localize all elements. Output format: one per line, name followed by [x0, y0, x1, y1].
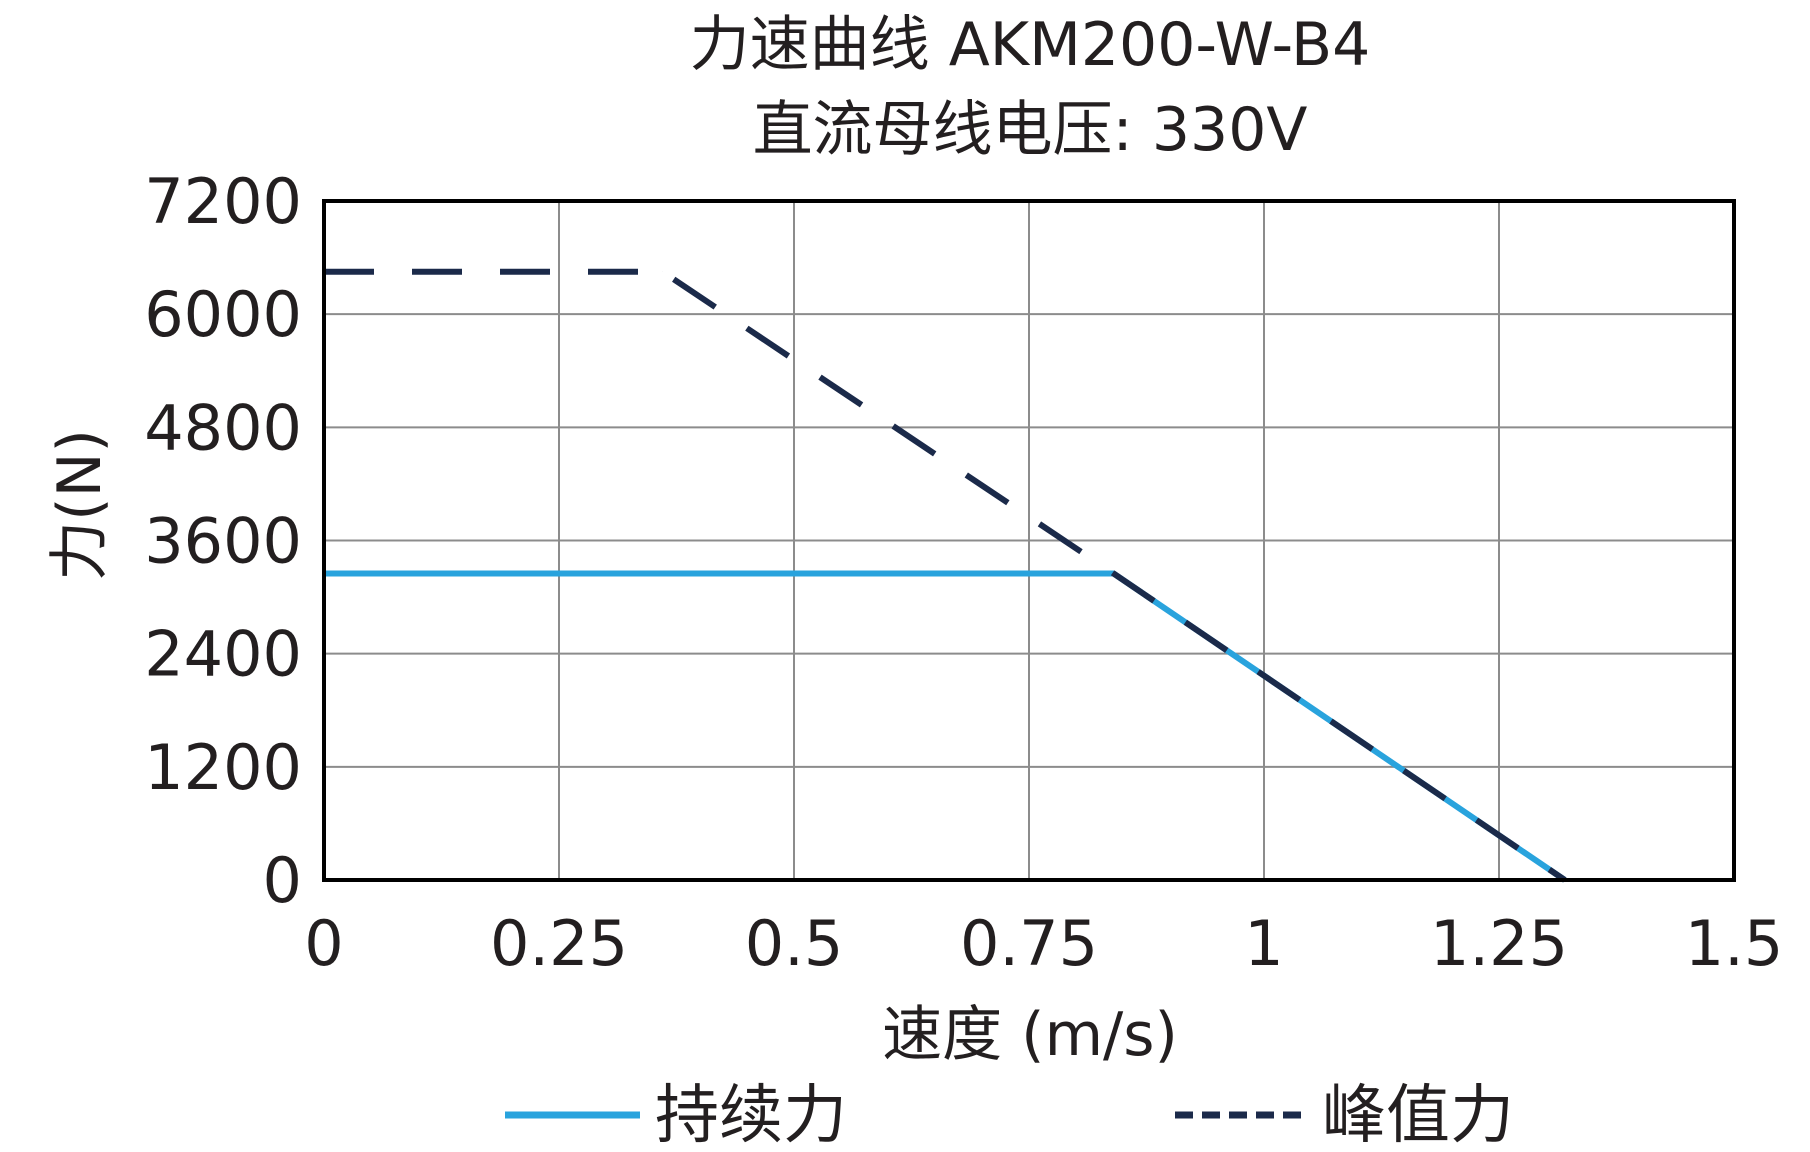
legend-label-peak: 峰值力 — [1322, 1079, 1514, 1152]
x-tick-label-4: 1 — [1244, 907, 1283, 980]
legend-label-continuous: 持续力 — [655, 1079, 847, 1152]
y-tick-label-0: 0 — [263, 844, 302, 917]
x-tick-label-5: 1.25 — [1430, 907, 1568, 980]
x-tick-label-6: 1.5 — [1685, 907, 1784, 980]
series-line-continuous — [324, 570, 1567, 883]
x-tick-labels: 0 0.25 0.5 0.75 1 1.25 1.5 — [304, 907, 1783, 980]
y-tick-labels: 0 1200 2400 3600 4800 6000 7200 — [144, 165, 302, 917]
y-tick-label-2: 2400 — [144, 618, 302, 691]
x-axis-label: 速度 (m/s) — [882, 1000, 1178, 1070]
x-tick-label-1: 0.25 — [490, 907, 628, 980]
y-tick-label-1: 1200 — [144, 731, 302, 804]
chart-subtitle: 直流母线电压: 330V — [753, 95, 1308, 165]
series-line-peak — [324, 268, 1567, 883]
plot-frame — [322, 199, 1736, 882]
x-tick-label-3: 0.75 — [960, 907, 1098, 980]
y-tick-label-3: 3600 — [144, 505, 302, 578]
chart-title: 力速曲线 AKM200-W-B4 — [690, 10, 1371, 80]
grid-lines — [323, 200, 1735, 881]
y-axis-label: 力(N) — [45, 429, 115, 581]
y-tick-label-6: 7200 — [144, 165, 302, 238]
x-tick-label-2: 0.5 — [745, 907, 844, 980]
x-tick-label-0: 0 — [304, 907, 343, 980]
y-tick-label-4: 4800 — [144, 391, 302, 464]
series-layer — [323, 268, 1567, 883]
legend: 持续力 峰值力 — [505, 1079, 1514, 1152]
y-tick-label-5: 6000 — [144, 278, 302, 351]
